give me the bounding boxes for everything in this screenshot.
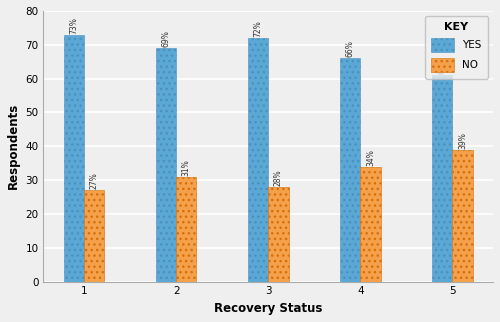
Bar — [268, 187, 288, 282]
Text: 72%: 72% — [254, 20, 262, 37]
Bar — [452, 150, 472, 282]
Bar — [340, 58, 360, 282]
Bar — [156, 48, 176, 282]
Bar — [64, 35, 84, 282]
Text: 39%: 39% — [458, 132, 467, 149]
Text: 27%: 27% — [90, 173, 99, 189]
Bar — [248, 38, 268, 282]
Bar — [360, 166, 380, 282]
Y-axis label: Respondents: Respondents — [7, 103, 20, 189]
Text: 28%: 28% — [274, 169, 283, 186]
Text: 69%: 69% — [162, 30, 170, 47]
Bar — [432, 75, 452, 282]
Text: 61%: 61% — [438, 57, 446, 74]
Legend: YES, NO: YES, NO — [424, 16, 488, 79]
Text: 73%: 73% — [70, 17, 78, 33]
Bar — [84, 190, 104, 282]
X-axis label: Recovery Status: Recovery Status — [214, 302, 322, 315]
Text: 31%: 31% — [182, 159, 191, 176]
Text: 66%: 66% — [346, 41, 354, 57]
Bar — [176, 177, 197, 282]
Text: 34%: 34% — [366, 149, 375, 166]
